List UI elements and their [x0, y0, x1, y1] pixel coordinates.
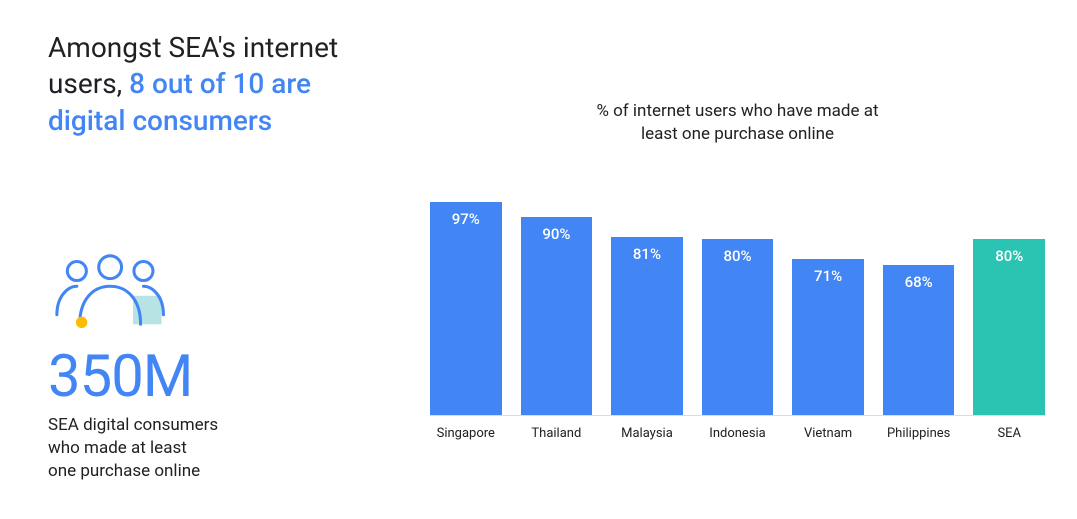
bar-wrap: 68% [883, 196, 955, 415]
stat-number: 350M [48, 348, 368, 406]
bar: 80% [973, 239, 1045, 415]
chart-title: % of internet users who have made at lea… [430, 100, 1045, 146]
x-axis-label: Malaysia [611, 426, 683, 441]
x-axis-label: SEA [973, 426, 1045, 441]
bar-wrap: 80% [973, 196, 1045, 415]
bar-value-label: 71% [792, 267, 864, 285]
bar-wrap: 71% [792, 196, 864, 415]
bar: 68% [883, 265, 955, 415]
bar: 97% [430, 202, 502, 415]
bar-wrap: 81% [611, 196, 683, 415]
bar-wrap: 80% [702, 196, 774, 415]
stat-block: 350M SEA digital consumers who made at l… [48, 252, 368, 483]
bar-wrap: 97% [430, 196, 502, 415]
x-axis-label: Singapore [430, 426, 502, 441]
bar: 90% [521, 217, 593, 415]
stat-caption: SEA digital consumers who made at least … [48, 414, 368, 483]
x-axis-label: Indonesia [702, 426, 774, 441]
bar-value-label: 97% [430, 210, 502, 228]
bar-value-label: 80% [702, 247, 774, 265]
bars-row: 97% 90% 81% 80% 71% 68% 80% [430, 196, 1045, 416]
headline-block: Amongst SEA's internet users, 8 out of 1… [48, 30, 368, 139]
bar: 81% [611, 237, 683, 415]
bar-value-label: 68% [883, 273, 955, 291]
headline: Amongst SEA's internet users, 8 out of 1… [48, 30, 368, 139]
bar-value-label: 80% [973, 247, 1045, 265]
bar-value-label: 81% [611, 245, 683, 263]
bar: 71% [792, 259, 864, 415]
people-icon [48, 252, 178, 330]
bar-wrap: 90% [521, 196, 593, 415]
x-axis-label: Philippines [883, 426, 955, 441]
bar: 80% [702, 239, 774, 415]
x-axis-label: Vietnam [792, 426, 864, 441]
x-axis-label: Thailand [521, 426, 593, 441]
bar-value-label: 90% [521, 225, 593, 243]
bar-chart: % of internet users who have made at lea… [430, 100, 1045, 441]
x-axis-labels: Singapore Thailand Malaysia Indonesia Vietna… [430, 426, 1045, 441]
